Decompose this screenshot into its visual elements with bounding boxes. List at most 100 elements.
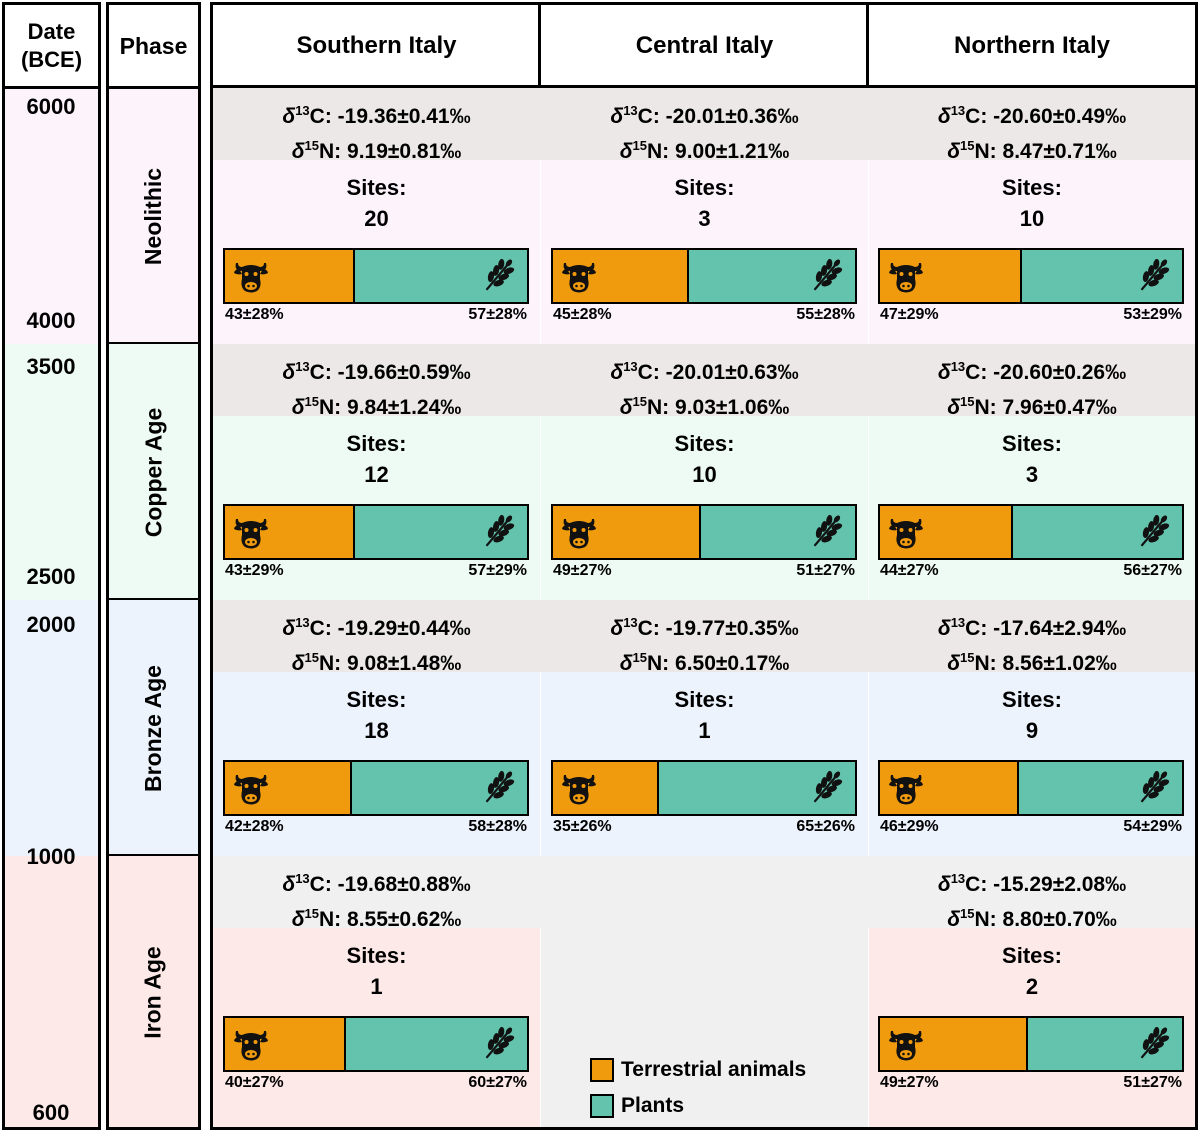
wheat-icon (1140, 258, 1170, 291)
phase-header-rule (109, 86, 198, 89)
sites-label: Sites: (1002, 431, 1062, 456)
phase-cell-bg (109, 88, 198, 344)
sites-number: 20 (364, 206, 389, 231)
d13c-value: δ13C: -17.64±2.94‰ (937, 615, 1127, 640)
d13c-value: δ13C: -19.36±0.41‰ (282, 103, 471, 128)
animal-segment (225, 762, 352, 814)
isotope-band (213, 600, 1195, 672)
date-header-line1: Date (27, 19, 76, 44)
plant-percent: 65±26% (796, 818, 855, 835)
phase-divider (109, 342, 198, 345)
date-label-1000: 1000 (26, 844, 76, 869)
d13c-value: δ13C: -20.60±0.49‰ (937, 103, 1127, 128)
phase-cell-bg (109, 856, 198, 1127)
sites-count: Sites: 3 (541, 172, 868, 234)
date-label-600: 600 (32, 1100, 70, 1125)
phase-label: Bronze Age (109, 600, 198, 856)
isotope-values: δ13C: -17.64±2.94‰ δ15N: 8.56±1.02‰ (869, 608, 1195, 678)
animal-percent: 44±27% (880, 562, 939, 579)
wheat-icon (813, 514, 843, 547)
wheat-icon (485, 514, 515, 547)
cow-icon (562, 519, 596, 549)
isotope-values: δ13C: -20.01±0.63‰ δ15N: 9.03±1.06‰ (541, 352, 868, 422)
sites-label: Sites: (346, 943, 407, 968)
phase-cell-bg (109, 600, 198, 856)
animal-segment (225, 250, 355, 302)
plant-segment (354, 250, 527, 302)
animal-segment (880, 762, 1019, 814)
legend-animals-swatch (590, 1058, 614, 1082)
d13c-value: δ13C: -20.01±0.63‰ (610, 359, 799, 384)
date-label-3500: 3500 (26, 354, 76, 379)
phase-label: Copper Age (109, 344, 198, 600)
wheat-icon (485, 770, 515, 803)
diet-bar (223, 504, 529, 560)
d13c-value: δ13C: -20.01±0.36‰ (610, 103, 799, 128)
phase-label-text: Copper Age (140, 407, 166, 537)
d13c-value: δ13C: -20.60±0.26‰ (937, 359, 1127, 384)
cow-icon (562, 263, 596, 293)
sites-label: Sites: (1002, 687, 1062, 712)
d15n-value: δ15N: 9.84±1.24‰ (291, 394, 462, 419)
plant-percent: 57±28% (468, 306, 527, 323)
wheat-icon (1140, 1026, 1170, 1059)
phase-label-text: Neolithic (140, 167, 166, 265)
sites-number: 3 (698, 206, 711, 231)
phase-divider (109, 854, 198, 857)
wheat-icon (1140, 514, 1170, 547)
isotope-values: δ13C: -19.77±0.35‰ δ15N: 6.50±0.17‰ (541, 608, 868, 678)
date-label-2000: 2000 (26, 612, 76, 637)
diet-bar (878, 504, 1184, 560)
d15n-value: δ15N: 6.50±0.17‰ (619, 650, 790, 675)
plant-percent: 56±27% (1123, 562, 1182, 579)
wheat-icon (485, 258, 515, 291)
plant-percent: 51±27% (796, 562, 855, 579)
wheat-icon (1140, 770, 1170, 803)
sites-count: Sites: 10 (541, 428, 868, 490)
sites-label: Sites: (1002, 175, 1062, 200)
sites-count: Sites: 1 (213, 940, 540, 1002)
cow-icon (234, 263, 268, 293)
animal-segment (225, 506, 355, 558)
diet-bar (223, 248, 529, 304)
animal-segment (880, 506, 1013, 558)
region-header-southern: Southern Italy (296, 32, 457, 59)
date-header: Date (BCE) (5, 5, 98, 87)
animal-segment (880, 250, 1022, 302)
d15n-value: δ15N: 9.03±1.06‰ (619, 394, 790, 419)
cow-icon (889, 775, 923, 805)
sites-number: 1 (698, 718, 711, 743)
plant-percent: 55±28% (796, 306, 855, 323)
d15n-value: δ15N: 8.55±0.62‰ (291, 906, 462, 931)
sites-label: Sites: (346, 175, 407, 200)
cow-icon (889, 1031, 923, 1061)
d13c-value: δ13C: -19.77±0.35‰ (610, 615, 799, 640)
plant-percent: 53±29% (1123, 306, 1182, 323)
sites-count: Sites: 10 (869, 172, 1195, 234)
empty-cell-bg (541, 928, 868, 1127)
region-header-central: Central Italy (635, 32, 774, 59)
animal-percent: 46±29% (880, 818, 939, 835)
sites-label: Sites: (1002, 943, 1062, 968)
animal-segment (553, 250, 689, 302)
legend-animals-label: Terrestrial animals (621, 1058, 807, 1081)
isotope-band (213, 88, 1195, 160)
animal-percent: 42±28% (225, 818, 284, 835)
region-header-rule (213, 85, 1195, 88)
plant-percent: 57±29% (468, 562, 527, 579)
region-header-divider-2 (866, 5, 869, 87)
sites-number: 10 (1019, 206, 1045, 231)
d15n-value: δ15N: 9.00±1.21‰ (619, 138, 790, 163)
date-label-4000: 4000 (26, 308, 76, 333)
isotope-values: δ13C: -19.66±0.59‰ δ15N: 9.84±1.24‰ (213, 352, 540, 422)
sites-label: Sites: (346, 687, 407, 712)
isotope-band (213, 344, 1195, 416)
date-header-line2: (BCE) (20, 47, 83, 72)
plant-segment (700, 506, 855, 558)
sites-number: 9 (1025, 718, 1039, 743)
plant-segment (345, 1018, 527, 1070)
cow-icon (234, 519, 268, 549)
plant-segment (1027, 1018, 1182, 1070)
diet-bar (223, 760, 529, 816)
sites-number: 1 (370, 974, 383, 999)
